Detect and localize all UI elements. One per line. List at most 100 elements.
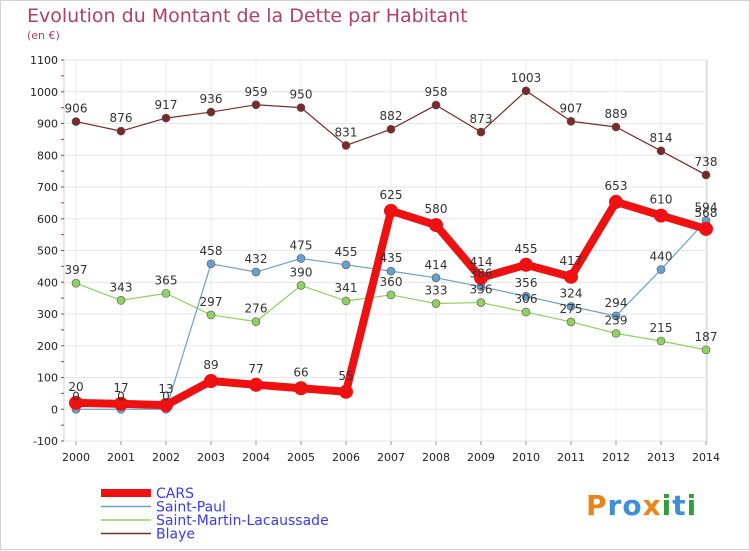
x-tick-label: 2008: [422, 451, 450, 464]
data-point-blaye: [386, 124, 396, 134]
y-tick-label: 200: [37, 340, 58, 353]
data-point-blaye: [251, 100, 261, 110]
x-tick-label: 2013: [647, 451, 675, 464]
data-point-cars: [609, 194, 623, 209]
data-label-saint-martin-lacaussade: 297: [200, 295, 223, 309]
data-point-cars: [339, 384, 353, 399]
y-tick-label: 400: [37, 276, 58, 289]
data-point-saint-martin-lacaussade: [71, 278, 81, 288]
data-label-saint-paul: 0: [162, 389, 170, 403]
data-label-saint-paul: 324: [560, 286, 583, 300]
y-tick-label: 1000: [30, 86, 58, 99]
legend-label-saint-martin-lacaussade: Saint-Martin-Lacaussade: [156, 513, 329, 529]
data-label-saint-martin-lacaussade: 390: [290, 265, 313, 279]
data-label-blaye: 917: [155, 98, 178, 112]
y-tick-label: 1100: [30, 54, 58, 67]
brand-letter: x: [642, 489, 662, 522]
data-point-saint-paul: [566, 302, 576, 311]
data-label-blaye: 873: [470, 112, 493, 126]
brand-letter: i: [661, 489, 673, 522]
data-label-saint-paul: 356: [515, 276, 538, 290]
y-tick-label: 100: [37, 372, 58, 385]
brand-letter: o: [622, 489, 643, 522]
data-label-saint-paul: 440: [650, 250, 673, 264]
data-point-saint-martin-lacaussade: [611, 329, 621, 338]
data-point-saint-martin-lacaussade: [521, 307, 531, 317]
data-point-cars: [204, 373, 218, 388]
data-label-saint-martin-lacaussade: 343: [110, 280, 133, 294]
data-point-saint-paul: [386, 266, 396, 276]
data-point-cars: [294, 381, 308, 396]
data-point-cars: [159, 398, 173, 413]
data-label-cars: 580: [425, 202, 448, 216]
data-label-saint-martin-lacaussade: 397: [65, 263, 88, 277]
data-label-saint-paul: 0: [117, 389, 125, 403]
data-label-cars: 17: [113, 381, 128, 395]
x-tick-label: 2012: [602, 451, 630, 464]
data-label-cars: 66: [293, 365, 308, 379]
data-point-blaye: [431, 100, 441, 110]
data-point-saint-martin-lacaussade: [431, 299, 441, 308]
data-point-cars: [564, 269, 578, 284]
data-label-saint-martin-lacaussade: 333: [425, 284, 448, 298]
y-tick-label: -100: [33, 435, 58, 448]
data-point-saint-paul: [341, 260, 351, 270]
data-label-blaye: 1003: [511, 71, 542, 85]
data-point-cars: [654, 208, 668, 223]
y-tick-label: 600: [37, 213, 58, 226]
data-point-blaye: [701, 170, 711, 180]
data-label-saint-martin-lacaussade: 360: [380, 275, 403, 289]
data-label-cars: 89: [203, 358, 218, 372]
data-point-saint-paul: [656, 265, 666, 274]
data-label-blaye: 950: [290, 88, 313, 102]
data-label-saint-martin-lacaussade: 187: [695, 330, 718, 344]
data-label-saint-paul: 386: [470, 267, 493, 281]
brand-letter: i: [686, 489, 698, 522]
data-point-blaye: [341, 141, 351, 150]
data-point-cars: [474, 270, 488, 285]
data-label-blaye: 936: [200, 92, 223, 106]
data-point-cars: [114, 396, 128, 411]
x-tick-label: 2007: [377, 451, 405, 464]
data-label-saint-martin-lacaussade: 239: [605, 313, 628, 327]
data-point-saint-paul: [296, 254, 306, 263]
data-point-cars: [249, 377, 263, 392]
y-tick-label: 800: [37, 149, 58, 162]
data-label-blaye: 889: [605, 107, 628, 121]
data-point-saint-martin-lacaussade: [341, 296, 351, 306]
data-label-cars: 77: [248, 362, 263, 376]
data-point-saint-martin-lacaussade: [116, 296, 126, 305]
data-point-saint-paul: [206, 259, 216, 269]
data-point-cars: [69, 395, 83, 410]
data-label-cars: 414: [470, 255, 493, 269]
brand-letter: P: [586, 489, 608, 522]
data-label-blaye: 907: [560, 101, 583, 115]
data-label-blaye: 959: [245, 85, 268, 99]
data-point-blaye: [611, 122, 621, 132]
data-label-saint-martin-lacaussade: 341: [335, 281, 358, 295]
legend-label-saint-paul: Saint-Paul: [156, 500, 226, 516]
data-label-cars: 653: [605, 179, 628, 193]
legend-label-blaye: Blaye: [156, 527, 195, 543]
data-point-cars: [519, 257, 533, 272]
data-label-cars: 55: [338, 369, 353, 383]
chart-subtitle: (en €): [27, 29, 60, 42]
data-label-cars: 20: [68, 380, 83, 394]
x-tick-label: 2003: [197, 451, 225, 464]
legend-label-cars: CARS: [156, 486, 194, 502]
y-tick-label: 0: [51, 403, 58, 416]
data-label-saint-martin-lacaussade: 306: [515, 292, 538, 306]
data-point-blaye: [71, 117, 81, 126]
data-label-cars: 13: [158, 382, 173, 396]
data-label-blaye: 882: [380, 109, 403, 123]
data-point-blaye: [116, 126, 126, 136]
chart-title: Evolution du Montant de la Dette par Hab…: [27, 5, 468, 27]
data-label-saint-paul: 458: [200, 244, 223, 258]
x-tick-label: 2006: [332, 451, 360, 464]
data-label-saint-paul: 294: [605, 296, 628, 310]
data-point-blaye: [521, 86, 531, 96]
data-label-saint-martin-lacaussade: 275: [560, 302, 583, 316]
brand-letter: r: [607, 489, 623, 522]
data-label-saint-paul: 475: [290, 238, 313, 252]
